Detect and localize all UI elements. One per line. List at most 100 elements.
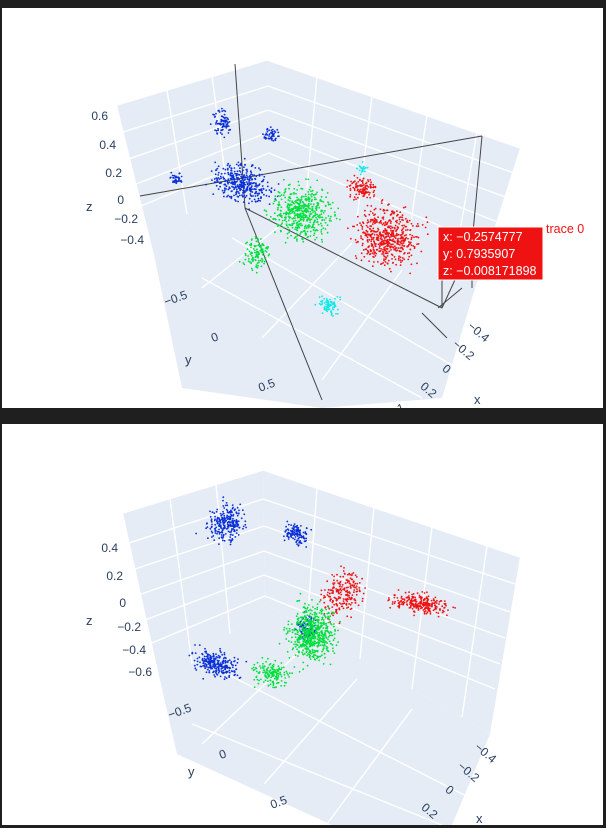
data-point-green (303, 204, 306, 207)
data-point-cyan (321, 299, 324, 302)
data-point-green (317, 223, 320, 226)
points-bottom[interactable] (188, 496, 457, 689)
data-point-blue (199, 661, 201, 664)
data-point-blue (255, 175, 258, 178)
data-point-green (287, 213, 290, 215)
data-point-red (410, 238, 413, 241)
data-point-blue (236, 525, 239, 528)
data-point-green (297, 637, 300, 640)
data-point-blue (290, 530, 293, 533)
data-point-red (329, 589, 332, 591)
data-point-blue (178, 177, 181, 180)
data-point-red (413, 247, 416, 250)
data-point-blue (205, 655, 208, 658)
data-point-blue (292, 528, 295, 530)
data-point-red (377, 216, 379, 219)
data-point-blue (214, 530, 217, 532)
data-point-green (321, 632, 323, 635)
data-point-blue (300, 536, 303, 539)
data-point-red (346, 597, 349, 600)
data-point-green (335, 217, 338, 220)
data-point-red (406, 245, 408, 248)
data-point-green (251, 269, 254, 272)
data-point-green (288, 672, 291, 674)
data-point-blue (270, 132, 273, 134)
data-point-green (285, 220, 288, 223)
data-point-green (327, 636, 330, 638)
data-point-blue (224, 667, 227, 669)
data-point-blue (218, 543, 220, 545)
data-point-green (260, 238, 262, 240)
data-point-green (280, 194, 283, 196)
data-point-green (327, 615, 329, 618)
data-point-green (295, 192, 297, 195)
data-point-green (316, 221, 318, 224)
plot-panel-bottom[interactable]: 0.4 0.2 0 −0.2 −0.4 −0.6 z −0.5 0 0.5 y … (2, 424, 603, 825)
data-point-green (276, 208, 279, 211)
data-point-red (416, 605, 419, 608)
data-point-green (277, 674, 280, 677)
data-point-red (397, 259, 400, 261)
data-point-green (313, 644, 316, 647)
data-point-green (272, 684, 275, 686)
data-point-red (331, 574, 333, 576)
data-point-cyan (325, 300, 328, 303)
data-point-green (296, 224, 298, 226)
data-point-red (350, 597, 353, 600)
data-point-cyan (361, 169, 364, 171)
data-point-blue (236, 170, 239, 173)
data-point-red (346, 594, 349, 597)
data-point-red (391, 226, 394, 229)
data-point-red (396, 221, 398, 224)
data-point-red (410, 236, 413, 239)
data-point-blue (243, 182, 245, 185)
data-point-blue (297, 544, 300, 547)
data-point-red (364, 232, 367, 235)
data-point-blue (217, 127, 220, 130)
scatter3d-top[interactable]: 0.6 0.4 0.2 0 −0.2 −0.4 z −0.5 0 0.5 1 y… (2, 8, 603, 408)
data-point-blue (221, 531, 224, 534)
data-point-blue (237, 658, 239, 660)
window-frame-top (0, 0, 606, 8)
data-point-blue (238, 170, 241, 172)
y-tick-label: 0 (209, 329, 220, 345)
data-point-green (323, 644, 326, 647)
data-point-green (289, 197, 291, 200)
data-point-green (287, 630, 289, 633)
data-point-red (408, 607, 411, 609)
data-point-blue (227, 188, 230, 191)
data-point-green (253, 668, 256, 671)
data-point-red (373, 194, 376, 196)
data-point-blue (296, 543, 298, 545)
data-point-blue (293, 529, 296, 531)
plot-panel-top[interactable]: 0.6 0.4 0.2 0 −0.2 −0.4 z −0.5 0 0.5 1 y… (2, 8, 603, 408)
data-point-blue (217, 188, 220, 191)
data-point-red (332, 583, 335, 586)
data-point-green (313, 634, 316, 637)
data-point-red (397, 237, 399, 240)
data-point-green (304, 653, 306, 655)
data-point-blue (233, 170, 236, 173)
data-point-red (435, 602, 438, 604)
data-point-cyan (320, 300, 322, 303)
data-point-green (279, 195, 281, 198)
data-point-blue (240, 517, 243, 520)
data-point-blue (270, 187, 273, 190)
data-point-blue (268, 195, 270, 198)
scatter3d-bottom[interactable]: 0.4 0.2 0 −0.2 −0.4 −0.6 z −0.5 0 0.5 y … (2, 424, 603, 825)
data-point-red (401, 216, 404, 219)
data-point-red (369, 179, 372, 181)
data-point-blue (292, 537, 294, 540)
data-point-blue (231, 181, 234, 184)
data-point-green (288, 228, 291, 231)
data-point-red (364, 215, 367, 218)
data-point-green (291, 628, 294, 631)
data-point-red (407, 595, 410, 597)
points-top[interactable] (169, 107, 429, 317)
data-point-red (366, 231, 369, 233)
x-tick-label: −0.4 (465, 319, 492, 345)
data-point-blue (223, 653, 226, 656)
data-point-green (246, 241, 249, 244)
data-point-red (408, 597, 411, 600)
data-point-green (287, 623, 290, 626)
